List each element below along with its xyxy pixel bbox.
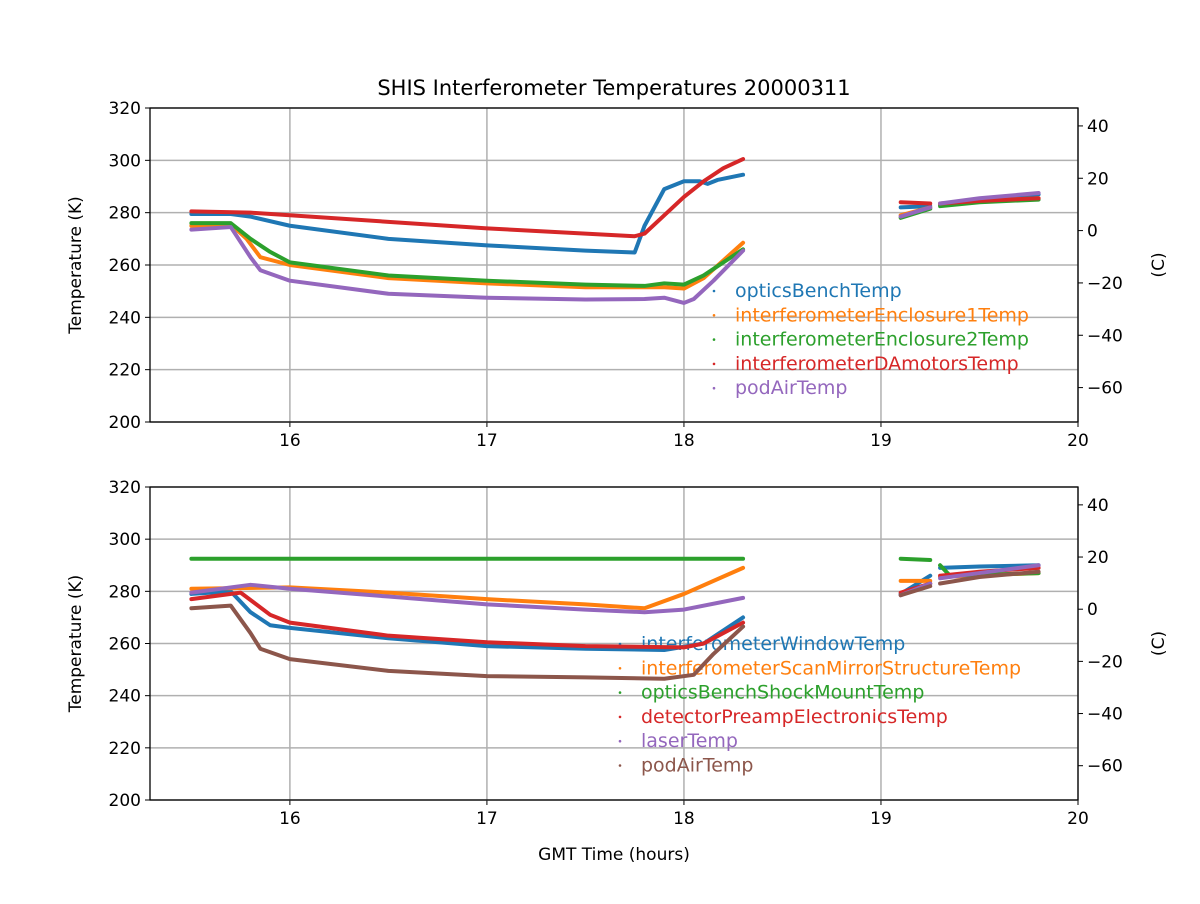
axes-frame <box>149 107 1079 423</box>
legend-label: opticsBenchTemp <box>735 280 902 302</box>
series-line-opticsBenchTemp <box>189 172 746 255</box>
x-tick-label: 19 <box>870 809 892 829</box>
series-line-opticsBenchTemp <box>898 204 933 210</box>
right-y-tick-label: 0 <box>1087 600 1098 620</box>
y-axis-label: Temperature (K) <box>66 196 86 335</box>
right-y-tick-label: −40 <box>1087 326 1123 346</box>
legend-marker <box>618 667 622 670</box>
legend-marker <box>712 314 716 317</box>
x-tick-label: 17 <box>476 809 498 829</box>
legend-label: interferometerDAmotorsTemp <box>735 353 1019 375</box>
series-line-podAirTemp <box>898 584 933 598</box>
panel-1: 16 17 18 19 20200220240260280300320−60−40−20… <box>66 478 1169 829</box>
series-line-interferometerDAmotorsTemp <box>898 200 933 206</box>
chart-title: SHIS Interferometer Temperatures 2000031… <box>377 76 850 100</box>
legend-marker <box>618 764 622 767</box>
x-tick-label: 17 <box>476 431 498 451</box>
legend-marker <box>618 739 622 743</box>
legend-marker <box>712 362 716 366</box>
series-line-podAirTemp <box>938 191 1041 206</box>
right-y-tick-label: 40 <box>1087 117 1109 137</box>
right-y-tick-label: 20 <box>1087 548 1109 568</box>
legend-marker <box>712 338 716 341</box>
legend-label: laserTemp <box>641 730 738 752</box>
right-y-tick-label: −60 <box>1087 757 1123 777</box>
right-y-tick-label: −40 <box>1087 705 1123 725</box>
series-line-podAirTemp <box>189 603 746 681</box>
series-line-interferometerEnclosure1Temp <box>189 222 746 291</box>
y-tick-label: 260 <box>109 635 141 655</box>
series-line-laserTemp <box>938 563 1041 581</box>
x-tick-label: 18 <box>673 809 695 829</box>
x-tick-label: 16 <box>279 431 301 451</box>
legend-marker <box>618 691 622 694</box>
right-y-tick-label: 40 <box>1087 496 1109 516</box>
series-line-opticsBenchShockMountTemp <box>898 556 933 563</box>
series-line-interferometerWindowTemp <box>938 563 1041 570</box>
right-y-tick-label: 20 <box>1087 169 1109 189</box>
x-axis-label: GMT Time (hours) <box>538 845 690 865</box>
legend-marker <box>712 386 716 390</box>
y-axis-label: Temperature (K) <box>66 575 86 714</box>
series-line-interferometerDAmotorsTemp <box>189 157 746 239</box>
x-tick-label: 16 <box>279 809 301 829</box>
x-tick-label: 20 <box>1067 809 1089 829</box>
series-line-interferometerEnclosure2Temp <box>189 221 746 288</box>
legend-label: interferometerScanMirrorStructureTemp <box>641 657 1021 679</box>
y-tick-label: 240 <box>109 308 141 328</box>
legend-marker <box>618 715 622 719</box>
right-y-axis-label: (C) <box>1149 631 1169 656</box>
legend-label: interferometerEnclosure2Temp <box>735 329 1029 351</box>
legend-label: podAirTemp <box>735 377 847 399</box>
x-tick-label: 20 <box>1067 431 1089 451</box>
x-tick-label: 18 <box>673 431 695 451</box>
y-tick-label: 220 <box>109 739 141 759</box>
y-tick-label: 320 <box>109 99 141 119</box>
y-tick-label: 320 <box>109 478 141 498</box>
y-tick-label: 280 <box>109 582 141 602</box>
x-tick-label: 19 <box>870 431 892 451</box>
y-tick-label: 240 <box>109 687 141 707</box>
axes-frame <box>149 486 1079 801</box>
right-y-tick-label: −20 <box>1087 274 1123 294</box>
legend-label: opticsBenchShockMountTemp <box>641 682 924 704</box>
legend-label: detectorPreampElectronicsTemp <box>641 706 948 728</box>
y-tick-label: 200 <box>109 413 141 433</box>
series-line-laserTemp <box>189 582 746 615</box>
legend-marker <box>712 289 716 293</box>
y-tick-label: 220 <box>109 361 141 381</box>
legend-label: interferometerWindowTemp <box>641 633 905 655</box>
right-y-axis-label: (C) <box>1149 252 1169 277</box>
y-tick-label: 260 <box>109 256 141 276</box>
series-line-podAirTemp <box>898 205 933 219</box>
legend-label: podAirTemp <box>641 755 753 777</box>
legend-label: interferometerEnclosure1Temp <box>735 304 1029 326</box>
series-line-detectorPreampElectronicsTemp <box>189 590 746 650</box>
y-tick-label: 300 <box>109 151 141 171</box>
right-y-tick-label: −60 <box>1087 379 1123 399</box>
panel-0: 16 17 18 19 20200220240260280300320−60−40−20… <box>66 99 1169 451</box>
series-line-podAirTemp <box>938 569 1041 586</box>
series-line-podAirTemp <box>189 225 746 305</box>
right-y-tick-label: −20 <box>1087 652 1123 672</box>
right-y-tick-label: 0 <box>1087 222 1098 242</box>
y-tick-label: 200 <box>109 791 141 811</box>
y-tick-label: 300 <box>109 530 141 550</box>
y-tick-label: 280 <box>109 204 141 224</box>
